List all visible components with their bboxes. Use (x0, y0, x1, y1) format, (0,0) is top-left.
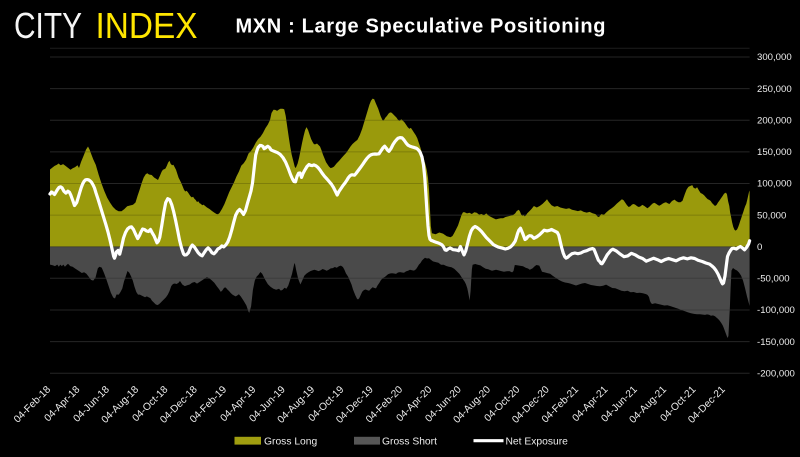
svg-text:-50,000: -50,000 (757, 274, 790, 285)
svg-text:-200,000: -200,000 (757, 368, 795, 379)
svg-text:INDEX: INDEX (96, 5, 198, 46)
svg-text:-100,000: -100,000 (757, 305, 795, 316)
svg-text:-150,000: -150,000 (757, 337, 795, 348)
svg-text:MXN : Large Speculative Positi: MXN : Large Speculative Positioning (236, 16, 607, 38)
svg-text:150,000: 150,000 (757, 147, 792, 158)
svg-text:250,000: 250,000 (757, 84, 792, 95)
svg-text:0: 0 (757, 242, 762, 253)
svg-text:CITY: CITY (14, 5, 82, 46)
svg-text:200,000: 200,000 (757, 115, 792, 126)
svg-text:300,000: 300,000 (757, 52, 792, 63)
svg-text:50,000: 50,000 (757, 210, 786, 221)
svg-text:Gross Short: Gross Short (382, 437, 437, 448)
svg-text:Gross Long: Gross Long (264, 437, 318, 448)
svg-text:Net Exposure: Net Exposure (506, 437, 569, 448)
svg-text:100,000: 100,000 (757, 179, 792, 190)
